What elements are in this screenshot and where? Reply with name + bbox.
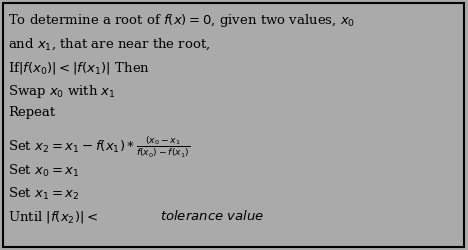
Text: If$|f(x_0)| < |f(x_1)|$ Then: If$|f(x_0)| < |f(x_1)|$ Then — [8, 60, 150, 76]
Text: and $x_1$, that are near the root,: and $x_1$, that are near the root, — [8, 37, 211, 52]
Text: $\mathit{tolerance\ value}$: $\mathit{tolerance\ value}$ — [160, 208, 264, 222]
Text: Swap $x_0$ with $x_1$: Swap $x_0$ with $x_1$ — [8, 83, 116, 100]
Text: Until $|f(x_2)| < $: Until $|f(x_2)| < $ — [8, 208, 98, 224]
Text: To determine a root of $f(x) = 0$, given two values, $x_0$: To determine a root of $f(x) = 0$, given… — [8, 12, 355, 29]
Text: Set $x_0 = x_1$: Set $x_0 = x_1$ — [8, 162, 80, 178]
Text: Repeat: Repeat — [8, 106, 55, 118]
Text: Set $x_2 = x_1 - f(x_1) * \frac{(x_0-x_1}{f(x_0)-f(x_1)}$: Set $x_2 = x_1 - f(x_1) * \frac{(x_0-x_1… — [8, 134, 190, 160]
Text: Set $x_1 = x_2$: Set $x_1 = x_2$ — [8, 185, 80, 201]
